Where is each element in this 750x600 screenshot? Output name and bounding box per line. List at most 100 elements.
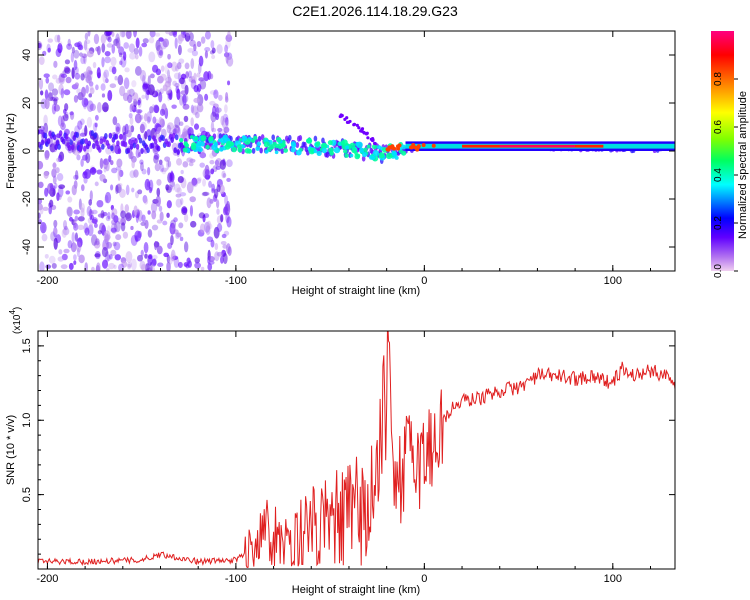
- scatter-mark: [189, 205, 194, 217]
- scatter-mark: [44, 253, 49, 259]
- scatter-mark: [158, 116, 163, 125]
- trace-highlight: [320, 142, 328, 150]
- scatter-mark: [140, 161, 144, 172]
- scatter-mark: [225, 91, 229, 101]
- trace-mark: [95, 140, 99, 147]
- trace-highlight: [290, 141, 296, 147]
- scatter-mark: [99, 174, 106, 182]
- trace-highlight: [349, 153, 354, 158]
- scatter-mark: [84, 125, 88, 137]
- branch-mark: [370, 138, 375, 143]
- scatter-mark: [170, 253, 176, 262]
- trace-mark: [108, 132, 113, 139]
- scatter-mark: [155, 32, 161, 37]
- trace-mark: [90, 130, 95, 137]
- scatter-mark: [165, 31, 171, 35]
- trace-highlight: [345, 145, 350, 150]
- scatter-mark: [206, 197, 212, 209]
- scatter-mark: [213, 226, 220, 239]
- scatter-mark: [157, 46, 164, 59]
- scatter-mark: [102, 102, 109, 113]
- scatter-mark: [127, 263, 132, 270]
- scatter-mark: [157, 126, 163, 133]
- scatter-mark: [109, 83, 117, 89]
- scatter-mark: [210, 121, 215, 133]
- scatter-mark: [52, 161, 57, 171]
- scatter-mark: [162, 220, 168, 226]
- scatter-mark: [187, 127, 194, 137]
- trace-mark: [98, 146, 102, 153]
- scatter-mark: [141, 94, 146, 100]
- scatter-mark: [175, 193, 182, 198]
- scatter-mark: [220, 240, 227, 245]
- scatter-mark: [137, 99, 141, 106]
- scatter-mark: [104, 50, 111, 57]
- scatter-mark: [190, 220, 197, 228]
- scatter-mark: [48, 91, 53, 99]
- scatter-mark: [49, 199, 54, 208]
- scatter-mark: [182, 94, 187, 106]
- scatter-mark: [208, 255, 215, 262]
- scatter-mark: [190, 58, 195, 70]
- trace-mark: [218, 133, 223, 140]
- scatter-mark: [209, 159, 215, 165]
- scatter-mark: [111, 219, 117, 226]
- scatter-mark: [99, 158, 104, 170]
- scatter-mark: [91, 209, 98, 215]
- scatter-mark: [62, 227, 70, 236]
- trace-mark: [126, 147, 131, 154]
- snr-axes: -200 -100 0 100 0.5 1.0 1.5: [21, 331, 675, 585]
- snr-xlabel: Height of straight line (km): [292, 584, 420, 596]
- scatter-mark: [116, 158, 123, 168]
- scatter-mark: [133, 31, 137, 38]
- scatter-mark: [77, 44, 84, 51]
- scatter-mark: [96, 199, 104, 208]
- scatter-mark: [211, 183, 216, 192]
- scatter-mark: [74, 170, 79, 181]
- scatter-mark: [74, 232, 78, 242]
- scatter-mark: [134, 235, 139, 243]
- trace-mark: [43, 132, 48, 139]
- scatter-mark: [217, 127, 223, 133]
- scatter-mark: [69, 111, 74, 116]
- scatter-mark: [147, 228, 153, 238]
- snr-ylabel: SNR (10 * v/v): [5, 415, 17, 485]
- scatter-mark: [160, 73, 167, 81]
- scatter-mark: [141, 214, 146, 223]
- scatter-mark: [227, 31, 231, 38]
- scatter-mark: [130, 225, 134, 231]
- scatter-mark: [107, 89, 113, 102]
- scatter-mark: [176, 187, 182, 194]
- ytick-label: -20: [21, 191, 33, 207]
- colorbar-tick-label: 0.6: [713, 120, 724, 134]
- trace-highlight: [343, 149, 348, 154]
- scatter-mark: [147, 253, 153, 260]
- scatter-mark: [83, 39, 88, 51]
- trace-mark: [174, 134, 179, 141]
- scatter-mark: [119, 188, 126, 199]
- trace-highlight: [231, 146, 237, 153]
- trace-mark: [107, 143, 111, 150]
- scatter-mark: [189, 158, 196, 163]
- scatter-mark: [216, 199, 220, 209]
- trace-mark: [150, 142, 155, 149]
- scatter-mark: [110, 249, 117, 256]
- scatter-mark: [190, 79, 197, 90]
- branch-mark: [352, 122, 357, 127]
- scatter-mark: [73, 95, 79, 103]
- xtick-label: -200: [36, 275, 58, 287]
- scatter-mark: [70, 242, 77, 253]
- scatter-mark: [120, 210, 127, 219]
- scatter-mark: [89, 87, 95, 95]
- scatter-mark: [73, 219, 77, 229]
- scatter-mark: [154, 163, 161, 172]
- trace-mark: [75, 131, 79, 138]
- scatter-mark: [178, 222, 184, 229]
- scatter-mark: [183, 262, 189, 267]
- scatter-mark: [135, 109, 143, 114]
- colorbar-tick-label: 0.2: [713, 216, 724, 230]
- trace-highlight: [316, 141, 321, 145]
- scatter-mark: [193, 43, 197, 52]
- scatter-mark: [200, 36, 206, 44]
